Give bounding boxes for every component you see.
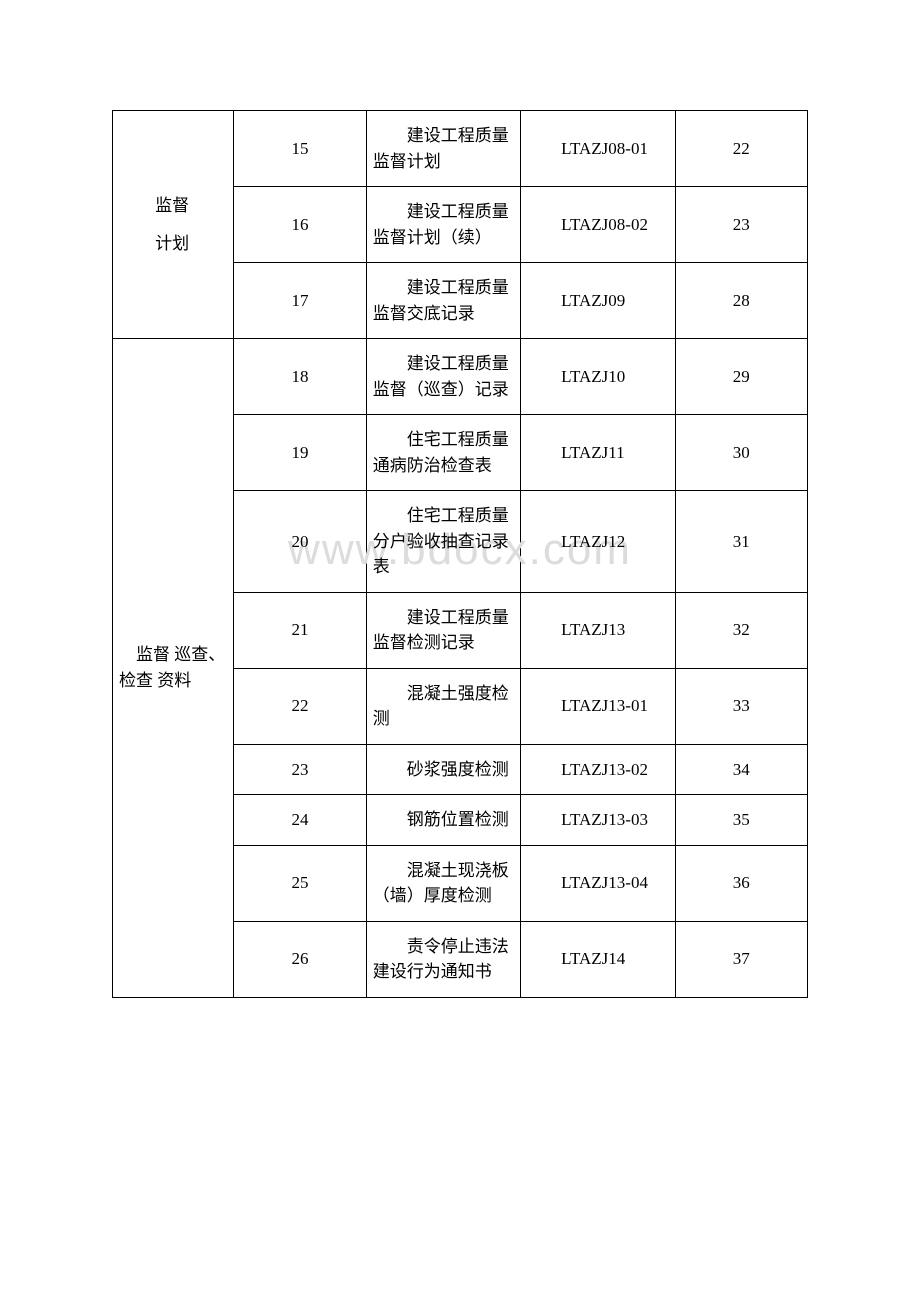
row-code: LTAZJ09 bbox=[521, 263, 675, 339]
row-number: 16 bbox=[234, 187, 366, 263]
row-code: LTAZJ10 bbox=[521, 339, 675, 415]
row-code: LTAZJ13-04 bbox=[521, 845, 675, 921]
row-name: 建设工程质量监督（巡查）记录 bbox=[366, 339, 520, 415]
row-name: 建设工程质量监督计划（续） bbox=[366, 187, 520, 263]
category-cell: 监督 巡查、检查 资料 bbox=[113, 339, 234, 998]
table-row: 监督计划 15 建设工程质量监督计划 LTAZJ08-01 22 bbox=[113, 111, 808, 187]
row-number: 19 bbox=[234, 415, 366, 491]
row-number: 23 bbox=[234, 744, 366, 795]
row-number: 20 bbox=[234, 491, 366, 593]
row-number: 18 bbox=[234, 339, 366, 415]
row-name: 建设工程质量监督交底记录 bbox=[366, 263, 520, 339]
row-name: 住宅工程质量分户验收抽查记录表 bbox=[366, 491, 520, 593]
row-name: 住宅工程质量通病防治检查表 bbox=[366, 415, 520, 491]
row-name: 砂浆强度检测 bbox=[366, 744, 520, 795]
row-page: 30 bbox=[675, 415, 807, 491]
row-code: LTAZJ13-02 bbox=[521, 744, 675, 795]
row-code: LTAZJ13 bbox=[521, 592, 675, 668]
row-page: 23 bbox=[675, 187, 807, 263]
row-number: 26 bbox=[234, 921, 366, 997]
document-table-container: www.bdocx.com 监督计划 15 建设工程质量监督计划 LTAZJ08… bbox=[112, 110, 808, 998]
row-code: LTAZJ13-03 bbox=[521, 795, 675, 846]
row-number: 15 bbox=[234, 111, 366, 187]
row-page: 29 bbox=[675, 339, 807, 415]
row-number: 25 bbox=[234, 845, 366, 921]
row-page: 28 bbox=[675, 263, 807, 339]
row-code: LTAZJ12 bbox=[521, 491, 675, 593]
row-number: 22 bbox=[234, 668, 366, 744]
row-code: LTAZJ14 bbox=[521, 921, 675, 997]
row-page: 32 bbox=[675, 592, 807, 668]
category-label: 监督计划 bbox=[155, 196, 189, 252]
row-name: 钢筋位置检测 bbox=[366, 795, 520, 846]
row-page: 34 bbox=[675, 744, 807, 795]
row-page: 22 bbox=[675, 111, 807, 187]
row-page: 33 bbox=[675, 668, 807, 744]
row-page: 35 bbox=[675, 795, 807, 846]
row-page: 31 bbox=[675, 491, 807, 593]
document-table: 监督计划 15 建设工程质量监督计划 LTAZJ08-01 22 16 建设工程… bbox=[112, 110, 808, 998]
row-page: 36 bbox=[675, 845, 807, 921]
category-label: 监督 巡查、检查 资料 bbox=[119, 645, 225, 690]
row-code: LTAZJ13-01 bbox=[521, 668, 675, 744]
row-name: 建设工程质量监督计划 bbox=[366, 111, 520, 187]
row-number: 24 bbox=[234, 795, 366, 846]
row-name: 建设工程质量监督检测记录 bbox=[366, 592, 520, 668]
row-number: 21 bbox=[234, 592, 366, 668]
table-row: 监督 巡查、检查 资料 18 建设工程质量监督（巡查）记录 LTAZJ10 29 bbox=[113, 339, 808, 415]
row-code: LTAZJ08-01 bbox=[521, 111, 675, 187]
row-number: 17 bbox=[234, 263, 366, 339]
row-code: LTAZJ11 bbox=[521, 415, 675, 491]
row-code: LTAZJ08-02 bbox=[521, 187, 675, 263]
row-name: 责令停止违法建设行为通知书 bbox=[366, 921, 520, 997]
row-name: 混凝土现浇板（墙）厚度检测 bbox=[366, 845, 520, 921]
row-name: 混凝土强度检测 bbox=[366, 668, 520, 744]
row-page: 37 bbox=[675, 921, 807, 997]
category-cell: 监督计划 bbox=[113, 111, 234, 339]
